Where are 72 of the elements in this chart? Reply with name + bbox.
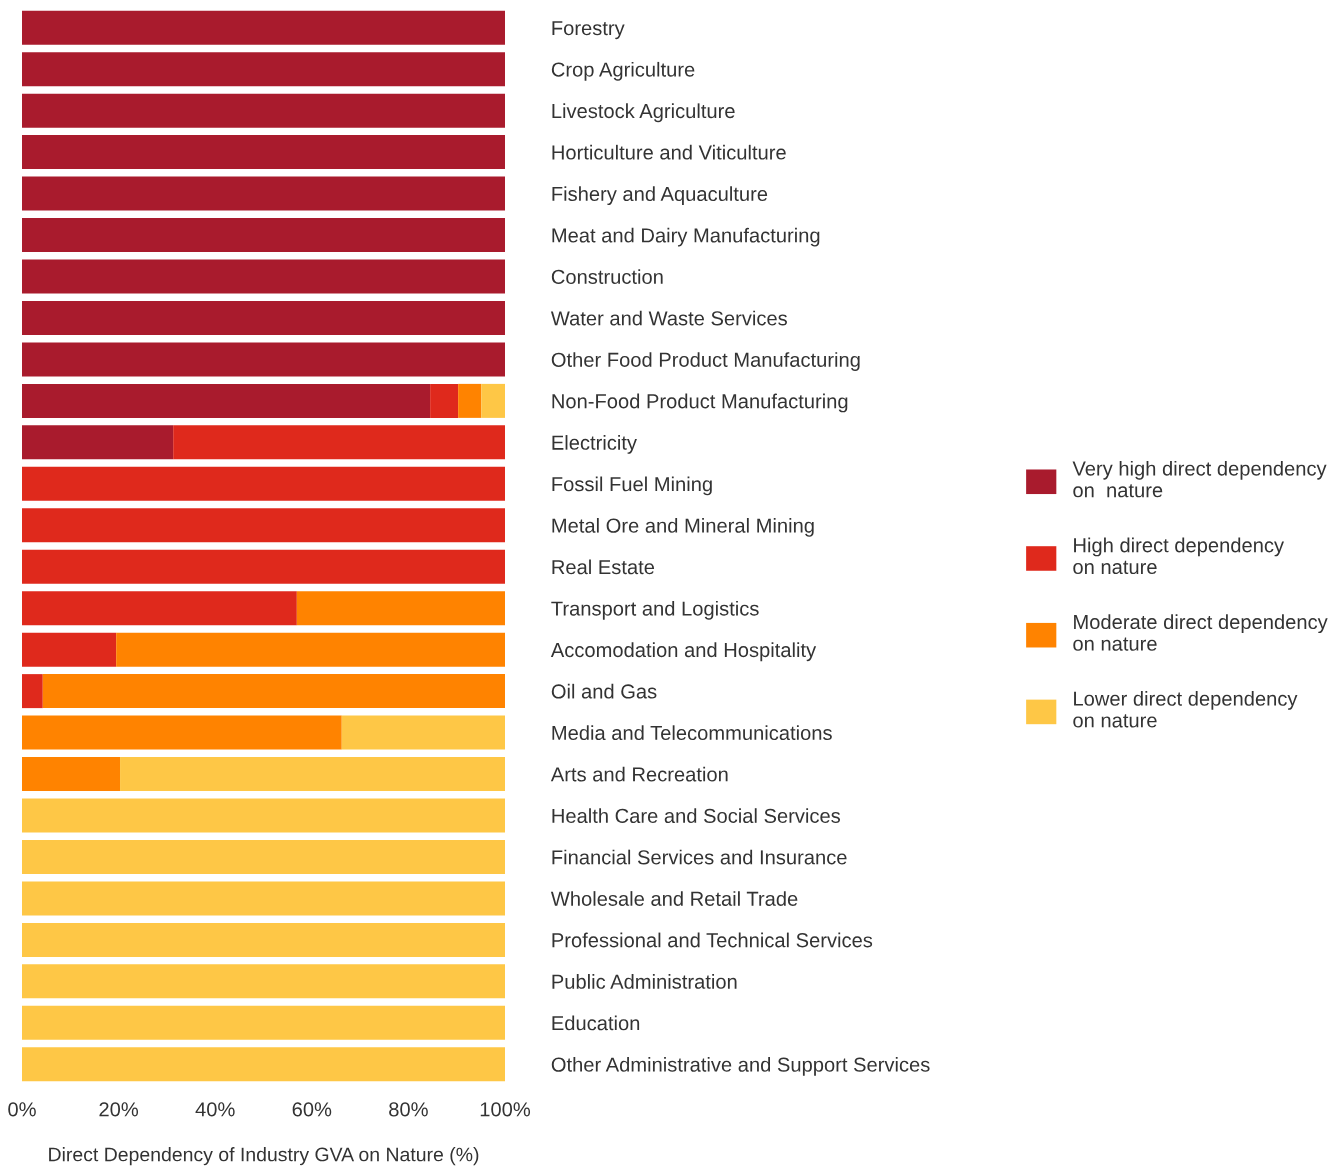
bar [22, 922, 505, 957]
y-tick-label: Financial Services and Insurance [552, 849, 847, 865]
bar [22, 798, 505, 833]
legend-label: Moderate direct dependency on nature [1073, 614, 1328, 651]
x-tick-label: 60% [292, 1102, 332, 1117]
y-tick-label: Accomodation and Hospitality [550, 642, 817, 662]
bar [22, 964, 505, 999]
x-tick-label: 20% [99, 1102, 139, 1117]
y-tick-label: Fishery and Aquaculture [552, 186, 768, 206]
bar [22, 93, 505, 128]
bar [22, 839, 505, 874]
y-tick-label: Electricity [552, 435, 637, 454]
legend-label: High direct dependency on nature [1073, 537, 1284, 575]
bar [22, 757, 121, 792]
bar [22, 549, 505, 584]
y-tick-label: Livestock Agriculture [552, 103, 735, 123]
bar [22, 632, 117, 667]
y-tick-label: Oil and Gas [551, 683, 657, 699]
bar [22, 300, 505, 335]
x-tick-label: 40% [195, 1102, 235, 1117]
y-tick-label: Other Food Product Manufacturing [551, 352, 860, 371]
y-tick-label: Metal Ore and Mineral Mining [552, 517, 814, 537]
y-tick-label: Horticulture and Viticulture [552, 144, 786, 160]
bar [22, 591, 297, 626]
bar [22, 466, 505, 501]
y-tick-label: Meat and Dairy Manufacturing [552, 227, 820, 247]
x-tick-label: 0% [8, 1102, 36, 1117]
bar [430, 383, 459, 418]
bar [22, 881, 505, 916]
y-tick-label: Wholesale and Retail Trade [550, 891, 798, 906]
y-tick-label: Fossil Fuel Mining [552, 476, 712, 496]
legend-label: Very high direct dependency on nature [1072, 460, 1327, 498]
bar [341, 715, 505, 750]
bar [22, 1005, 505, 1040]
bar [22, 10, 505, 45]
x-tick-label: 100% [480, 1102, 531, 1117]
bar [22, 52, 505, 87]
y-tick-label: Public Administration [552, 974, 737, 989]
x-tick-label: 80% [389, 1102, 428, 1117]
bar [22, 715, 342, 750]
bar [458, 383, 482, 418]
bar [22, 674, 43, 709]
bar [116, 632, 505, 667]
bar [22, 176, 505, 211]
bar [22, 383, 431, 418]
bar [22, 1047, 505, 1082]
y-tick-label: Transport and Logistics [551, 600, 759, 620]
bar [173, 425, 505, 460]
y-tick-label: Media and Telecommunications [552, 725, 832, 741]
bar [22, 218, 505, 253]
bar [22, 342, 505, 377]
y-tick-label: Education [552, 1015, 640, 1031]
x-axis-title: Direct Dependency of Industry GVA on Nature (%) [49, 1147, 479, 1166]
y-tick-label: Real Estate [552, 559, 655, 575]
bar [481, 383, 505, 418]
bar [22, 259, 505, 294]
bar [22, 425, 174, 460]
y-tick-label: Arts and Recreation [550, 766, 728, 782]
y-tick-label: Non-Food Product Manufacturing [552, 393, 848, 413]
bar [296, 591, 505, 626]
y-tick-label: Water and Waste Services [550, 310, 787, 326]
y-tick-label: Health Care and Social Services [552, 808, 841, 823]
legend-label: Lower direct dependency on nature [1073, 691, 1298, 728]
y-tick-label: Crop Agriculture [551, 61, 695, 81]
y-tick-label: Other Administrative and Support Services [551, 1056, 930, 1076]
y-tick-label: Construction [551, 269, 663, 284]
y-tick-label: Professional and Technical Services [552, 932, 873, 948]
bar [22, 135, 505, 170]
bar [42, 674, 505, 709]
bar [120, 757, 505, 792]
y-tick-label: Forestry [552, 21, 625, 40]
bar [22, 508, 505, 543]
